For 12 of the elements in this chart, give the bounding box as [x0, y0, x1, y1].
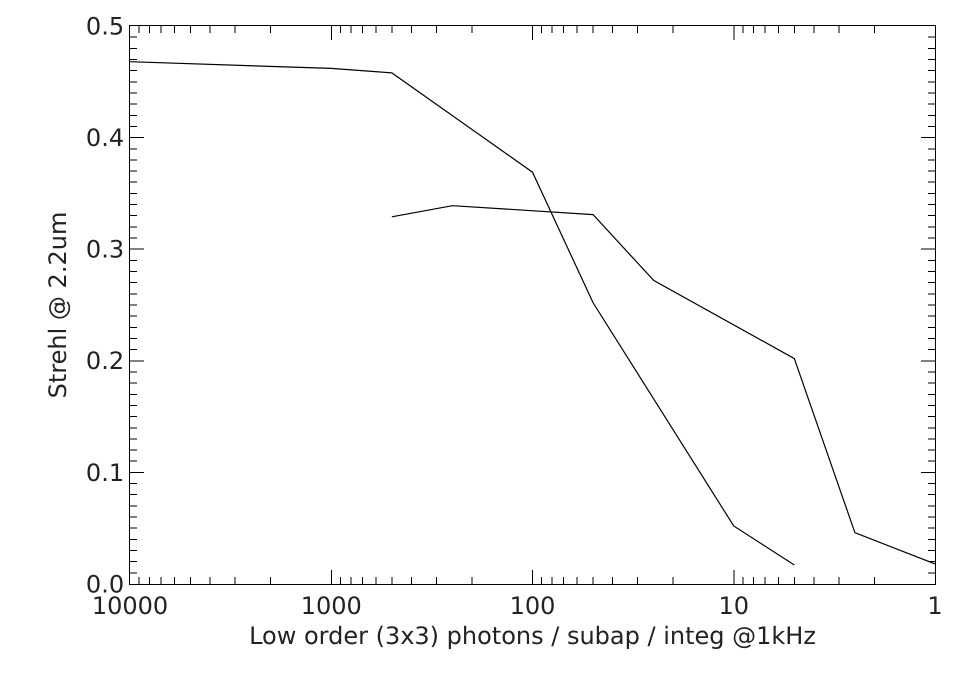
y-tick-label: 0.4 — [86, 124, 124, 152]
y-tick-label: 0.2 — [86, 347, 124, 376]
y-tick-label: 0.5 — [86, 12, 124, 40]
x-axis-title: Low order (3x3) photons / subap / integ @1kHz — [249, 622, 816, 650]
x-tick-label: 1000 — [300, 592, 362, 620]
y-tick-label: 0.1 — [86, 458, 124, 487]
x-tick-label: 10 — [718, 592, 750, 620]
y-tick-label: 0.3 — [86, 236, 124, 264]
y-axis-title: Strehl @ 2.2um — [44, 212, 72, 398]
x-tick-label: 1 — [927, 592, 943, 620]
x-tick-label: 100 — [510, 592, 556, 620]
x-tick-label: 10000 — [92, 592, 168, 620]
